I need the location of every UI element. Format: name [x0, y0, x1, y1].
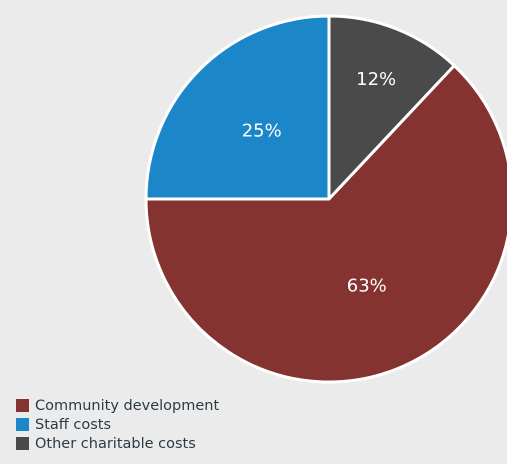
legend-item-other-charitable-costs: Other charitable costs	[16, 434, 219, 453]
pie-slice-staff-costs	[144, 14, 331, 201]
pie-slice-other-charitable-costs	[327, 14, 456, 201]
legend-item-staff-costs: Staff costs	[16, 415, 219, 434]
legend-item-community-development: Community development	[16, 396, 219, 415]
legend-swatch-staff-costs	[16, 418, 29, 431]
legend-swatch-other-charitable-costs	[16, 437, 29, 450]
pie-chart: 12% 63% 25%	[144, 14, 507, 384]
slice-label-other-charitable-costs: 12%	[356, 69, 396, 90]
legend-label-community-development: Community development	[35, 397, 220, 414]
slice-label-staff-costs: 25%	[242, 121, 282, 142]
legend-label-staff-costs: Staff costs	[35, 416, 112, 433]
legend-swatch-community-development	[16, 399, 29, 412]
legend-label-other-charitable-costs: Other charitable costs	[35, 435, 196, 452]
legend: Community development Staff costs Other …	[16, 396, 219, 453]
slice-label-community-development: 63%	[347, 275, 387, 296]
